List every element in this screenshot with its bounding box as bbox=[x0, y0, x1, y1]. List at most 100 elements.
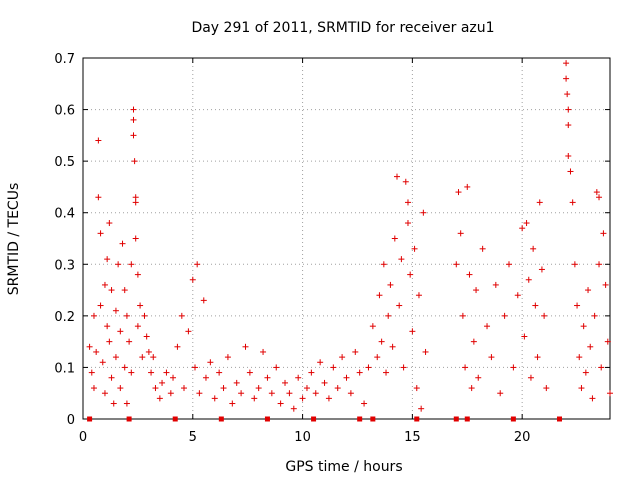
data-point bbox=[330, 364, 337, 371]
y-tick-label: 0.4 bbox=[54, 207, 75, 222]
data-point bbox=[112, 354, 119, 361]
data-point bbox=[170, 374, 177, 381]
zero-marker bbox=[126, 416, 132, 422]
data-point bbox=[97, 302, 104, 309]
data-point bbox=[134, 323, 141, 330]
data-point bbox=[361, 400, 368, 407]
data-point bbox=[505, 261, 512, 268]
data-point bbox=[391, 235, 398, 242]
data-point bbox=[530, 245, 537, 252]
data-point bbox=[604, 338, 611, 345]
data-point bbox=[563, 60, 570, 67]
data-point bbox=[519, 225, 526, 232]
data-point bbox=[181, 385, 188, 392]
data-point bbox=[117, 328, 124, 335]
x-tick-label: 10 bbox=[294, 430, 311, 445]
data-point bbox=[99, 359, 106, 366]
data-point bbox=[356, 369, 363, 376]
data-point bbox=[130, 116, 137, 123]
data-point bbox=[488, 354, 495, 361]
data-point bbox=[571, 261, 578, 268]
data-point bbox=[134, 271, 141, 278]
data-point bbox=[602, 281, 609, 288]
data-point bbox=[580, 323, 587, 330]
data-point bbox=[143, 333, 150, 340]
x-tick-label: 5 bbox=[189, 430, 197, 445]
data-point bbox=[415, 292, 422, 299]
data-point bbox=[251, 395, 258, 402]
data-point bbox=[404, 199, 411, 206]
data-point bbox=[117, 385, 124, 392]
data-point bbox=[121, 364, 128, 371]
data-point bbox=[413, 385, 420, 392]
data-point bbox=[607, 390, 613, 397]
zero-marker bbox=[453, 416, 459, 422]
x-axis-label: GPS time / hours bbox=[285, 459, 402, 475]
data-point bbox=[411, 245, 418, 252]
data-point bbox=[104, 323, 111, 330]
data-point bbox=[394, 173, 401, 180]
data-point bbox=[385, 312, 392, 319]
zero-marker bbox=[87, 416, 93, 422]
data-point bbox=[196, 390, 203, 397]
data-point bbox=[564, 91, 571, 98]
data-point bbox=[400, 364, 407, 371]
data-point bbox=[106, 220, 113, 227]
data-point bbox=[343, 374, 350, 381]
zero-marker bbox=[264, 416, 270, 422]
data-point bbox=[148, 369, 155, 376]
data-point bbox=[593, 189, 600, 196]
zero-marker bbox=[414, 416, 420, 422]
data-point bbox=[538, 266, 545, 273]
data-point bbox=[290, 405, 297, 412]
data-point bbox=[163, 369, 170, 376]
data-point bbox=[585, 287, 592, 294]
zero-marker bbox=[510, 416, 516, 422]
data-point bbox=[578, 385, 585, 392]
data-point bbox=[492, 281, 499, 288]
data-point bbox=[141, 312, 148, 319]
data-point bbox=[303, 385, 310, 392]
data-point bbox=[224, 354, 231, 361]
y-tick-label: 0 bbox=[67, 413, 75, 428]
data-point bbox=[90, 385, 97, 392]
data-point bbox=[246, 369, 253, 376]
data-point bbox=[130, 106, 137, 113]
data-point bbox=[282, 379, 289, 386]
data-point bbox=[106, 338, 113, 345]
data-points bbox=[86, 60, 613, 412]
data-point bbox=[128, 261, 135, 268]
data-point bbox=[101, 390, 108, 397]
data-point bbox=[202, 374, 209, 381]
data-point bbox=[422, 348, 429, 355]
chart-title: Day 291 of 2011, SRMTID for receiver azu… bbox=[191, 20, 494, 36]
data-point bbox=[229, 400, 236, 407]
x-tick-label: 15 bbox=[404, 430, 421, 445]
data-point bbox=[470, 338, 477, 345]
data-point bbox=[233, 379, 240, 386]
data-point bbox=[325, 395, 332, 402]
data-point bbox=[380, 261, 387, 268]
data-point bbox=[402, 178, 409, 185]
data-point bbox=[510, 364, 517, 371]
data-point bbox=[152, 385, 159, 392]
data-point bbox=[132, 235, 139, 242]
data-point bbox=[174, 343, 181, 350]
data-point bbox=[167, 390, 174, 397]
data-point bbox=[121, 287, 128, 294]
data-point bbox=[156, 395, 163, 402]
data-point bbox=[596, 194, 603, 201]
data-point bbox=[115, 261, 122, 268]
data-point bbox=[565, 106, 572, 113]
data-point bbox=[321, 379, 328, 386]
data-point bbox=[563, 75, 570, 82]
data-point bbox=[88, 369, 95, 376]
data-point bbox=[455, 189, 462, 196]
data-point bbox=[108, 374, 115, 381]
data-point bbox=[582, 369, 589, 376]
data-point bbox=[189, 276, 196, 283]
data-point bbox=[587, 343, 594, 350]
data-point bbox=[389, 343, 396, 350]
x-tick-label: 0 bbox=[79, 430, 87, 445]
data-point bbox=[277, 400, 284, 407]
